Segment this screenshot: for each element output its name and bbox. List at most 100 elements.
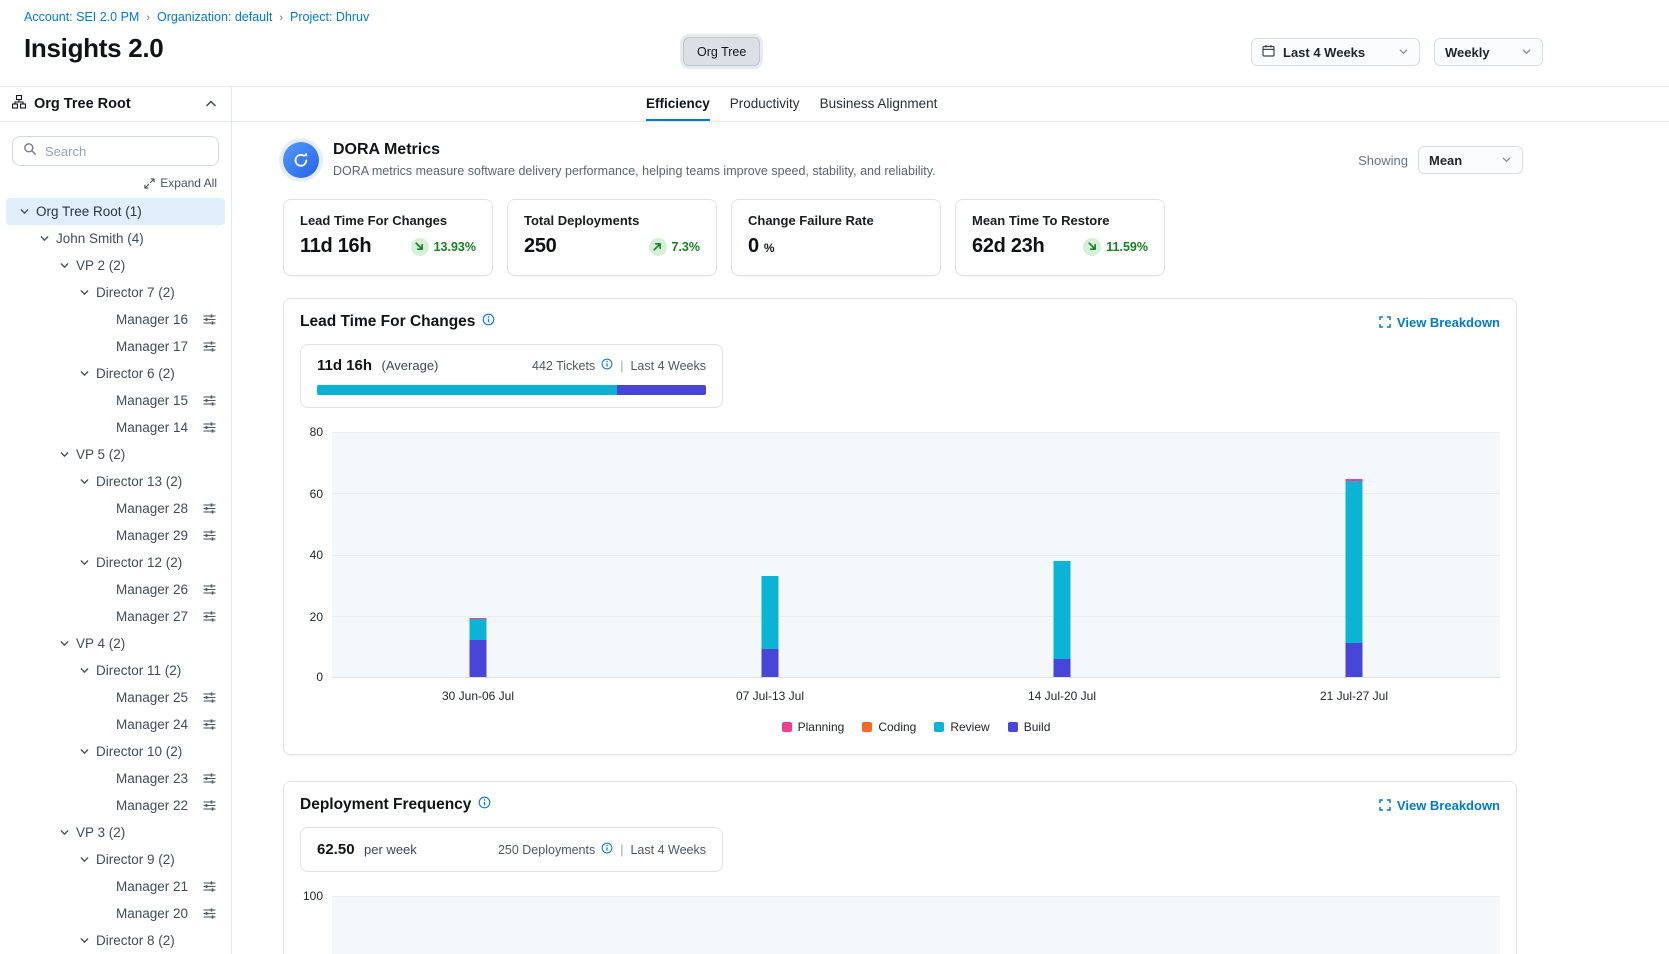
- metric-unit: %: [763, 240, 775, 255]
- tree-item[interactable]: Director 9 (2): [6, 846, 225, 873]
- plot-area: [332, 896, 1500, 954]
- tickets-count: 442 Tickets: [532, 358, 596, 373]
- expand-all-label: Expand All: [160, 176, 217, 190]
- chevron-up-icon: [206, 100, 216, 107]
- tree-item-filter-button[interactable]: [203, 799, 216, 812]
- tree-item-label: Manager 14: [116, 420, 189, 435]
- filter-sliders-icon: [203, 908, 216, 919]
- y-axis: 100: [300, 889, 332, 954]
- deployment-view-breakdown-link[interactable]: View Breakdown: [1379, 798, 1500, 813]
- expand-corners-icon: [1379, 799, 1391, 811]
- tree-item-filter-button[interactable]: [203, 421, 216, 434]
- date-range-select[interactable]: Last 4 Weeks: [1251, 38, 1420, 66]
- legend-item-review[interactable]: Review: [934, 720, 990, 734]
- tree-item[interactable]: Manager 15: [6, 387, 225, 414]
- bar-segment-build: [469, 640, 487, 677]
- tree-item[interactable]: VP 4 (2): [6, 630, 225, 657]
- lead-time-view-breakdown-link[interactable]: View Breakdown: [1379, 315, 1500, 330]
- legend-item-planning[interactable]: Planning: [781, 720, 844, 734]
- legend-item-coding[interactable]: Coding: [862, 720, 916, 734]
- tree-item[interactable]: Manager 28: [6, 495, 225, 522]
- breadcrumb-separator: ›: [146, 11, 151, 24]
- tree-item-filter-button[interactable]: [203, 583, 216, 596]
- tree-item-filter-button[interactable]: [203, 394, 216, 407]
- sidebar-collapse-button[interactable]: [203, 96, 219, 112]
- tree-item-filter-button[interactable]: [203, 340, 216, 353]
- granularity-select[interactable]: Weekly: [1434, 38, 1543, 66]
- tree-item[interactable]: Manager 20: [6, 900, 225, 927]
- tree-item-filter-button[interactable]: [203, 907, 216, 920]
- dora-sync-icon: [283, 142, 319, 178]
- breadcrumb-link[interactable]: Account: SEI 2.0 PM: [24, 10, 140, 24]
- tree-item-filter-button[interactable]: [203, 718, 216, 731]
- tree-item-label: Director 10 (2): [96, 744, 183, 759]
- tree-item[interactable]: Director 6 (2): [6, 360, 225, 387]
- bar-segment-build: [1053, 658, 1071, 677]
- tree-item[interactable]: Manager 26: [6, 576, 225, 603]
- tab-bar: Efficiency Productivity Business Alignment: [232, 87, 1669, 122]
- tree-item-label: Org Tree Root (1): [36, 204, 142, 219]
- metric-card-change-failure-rate: Change Failure Rate 0%: [731, 199, 941, 276]
- stacked-bar-07-jul-13-jul: [761, 432, 779, 677]
- dora-title: DORA Metrics: [333, 141, 440, 158]
- info-icon[interactable]: [482, 313, 495, 331]
- tree-item[interactable]: Manager 17: [6, 333, 225, 360]
- breadcrumb-link[interactable]: Organization: default: [157, 10, 273, 24]
- tree-item[interactable]: Director 7 (2): [6, 279, 225, 306]
- tree-item[interactable]: Manager 27: [6, 603, 225, 630]
- tree-item-filter-button[interactable]: [203, 502, 216, 515]
- tree-item[interactable]: Director 13 (2): [6, 468, 225, 495]
- metric-card-total-deployments: Total Deployments 250 7.3%: [507, 199, 717, 276]
- tab-productivity[interactable]: Productivity: [729, 95, 800, 111]
- info-icon[interactable]: [601, 842, 613, 857]
- legend-item-build[interactable]: Build: [1007, 720, 1050, 734]
- tree-item[interactable]: Director 12 (2): [6, 549, 225, 576]
- showing-select[interactable]: Mean: [1418, 146, 1523, 174]
- tree-item[interactable]: Manager 29: [6, 522, 225, 549]
- org-tree-button[interactable]: Org Tree: [683, 37, 761, 66]
- lead-time-chart: 0 20 40 60 80 30 Jun-06 Jul 07 Jul-13 Jul 14 J…: [300, 425, 1500, 734]
- info-icon[interactable]: [478, 796, 491, 814]
- tree-item[interactable]: Director 10 (2): [6, 738, 225, 765]
- tree-item-label: Manager 26: [116, 582, 189, 597]
- search-input[interactable]: [45, 143, 208, 159]
- bar-segment-build: [1345, 643, 1363, 677]
- tree-item-filter-button[interactable]: [203, 880, 216, 893]
- tree-item-label: VP 5 (2): [76, 447, 126, 462]
- tree-item[interactable]: Manager 24: [6, 711, 225, 738]
- tree-item[interactable]: Manager 21: [6, 873, 225, 900]
- filter-sliders-icon: [203, 503, 216, 514]
- tree-item[interactable]: Director 11 (2): [6, 657, 225, 684]
- legend-swatch: [934, 722, 945, 732]
- tree-item[interactable]: VP 3 (2): [6, 819, 225, 846]
- tree-item[interactable]: Org Tree Root (1): [6, 198, 225, 225]
- trend-down-icon: [1088, 242, 1096, 250]
- tree-item-filter-button[interactable]: [203, 313, 216, 326]
- bar-segment-build: [761, 649, 779, 677]
- expand-all-button[interactable]: Expand All: [14, 176, 217, 190]
- tree-item[interactable]: Manager 14: [6, 414, 225, 441]
- org-tree-icon: [11, 94, 27, 114]
- tree-item[interactable]: VP 2 (2): [6, 252, 225, 279]
- info-icon[interactable]: [601, 358, 613, 373]
- showing-value: Mean: [1429, 152, 1463, 168]
- tree-item-filter-button[interactable]: [203, 691, 216, 704]
- legend-label: Coding: [878, 720, 917, 734]
- tree-item[interactable]: VP 5 (2): [6, 441, 225, 468]
- tree-item[interactable]: Manager 23: [6, 765, 225, 792]
- tab-business-alignment[interactable]: Business Alignment: [819, 95, 938, 111]
- legend-swatch: [862, 722, 873, 732]
- tree-item-label: Director 13 (2): [96, 474, 183, 489]
- tree-item-label: Director 8 (2): [96, 933, 175, 948]
- tree-item[interactable]: John Smith (4): [6, 225, 225, 252]
- tab-efficiency[interactable]: Efficiency: [646, 87, 710, 121]
- expand-corners-icon: [1379, 316, 1391, 328]
- tree-item-filter-button[interactable]: [203, 772, 216, 785]
- tree-item[interactable]: Manager 16: [6, 306, 225, 333]
- tree-item[interactable]: Director 8 (2): [6, 927, 225, 954]
- tree-item-filter-button[interactable]: [203, 529, 216, 542]
- breadcrumb-link[interactable]: Project: Dhruv: [290, 10, 370, 24]
- tree-item[interactable]: Manager 25: [6, 684, 225, 711]
- tree-item[interactable]: Manager 22: [6, 792, 225, 819]
- tree-item-filter-button[interactable]: [203, 610, 216, 623]
